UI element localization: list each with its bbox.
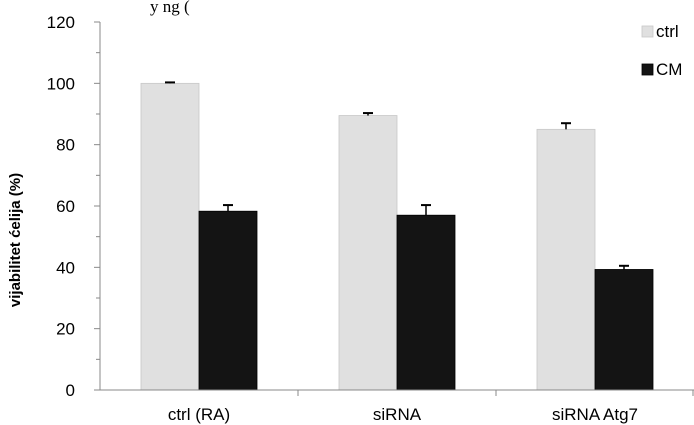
y-tick-label: 80 xyxy=(56,136,75,155)
bar-cm xyxy=(594,269,654,391)
category-label: siRNA xyxy=(373,405,422,424)
y-tick-label: 60 xyxy=(56,197,75,216)
y-tick-label: 120 xyxy=(47,13,75,32)
y-tick-label: 40 xyxy=(56,258,75,277)
x-axis-ticks xyxy=(297,390,694,396)
legend-label-cm: CM xyxy=(656,60,682,79)
bar-ctrl xyxy=(338,115,398,391)
bar-ctrl xyxy=(536,128,596,391)
y-axis-ticks: 0 20 40 60 80 100 120 xyxy=(47,13,100,400)
category-labels: ctrl (RA) siRNA siRNA Atg7 xyxy=(168,405,638,424)
y-tick-label: 0 xyxy=(66,381,75,400)
legend-swatch-ctrl xyxy=(641,25,654,38)
legend: ctrl CM xyxy=(641,22,682,79)
error-bars xyxy=(165,81,629,270)
y-tick-label: 100 xyxy=(47,74,75,93)
bar-ctrl xyxy=(140,82,200,391)
bars xyxy=(140,82,654,391)
category-label: siRNA Atg7 xyxy=(552,405,638,424)
header-fragment: y ng ( xyxy=(150,0,190,16)
bar-cm xyxy=(396,214,456,391)
y-axis-title: vijabilitet ćelija (%) xyxy=(7,173,24,307)
legend-label-ctrl: ctrl xyxy=(656,22,679,41)
y-tick-label: 20 xyxy=(56,320,75,339)
bar-cm xyxy=(198,210,258,391)
legend-swatch-cm xyxy=(641,63,654,76)
category-label: ctrl (RA) xyxy=(168,405,230,424)
